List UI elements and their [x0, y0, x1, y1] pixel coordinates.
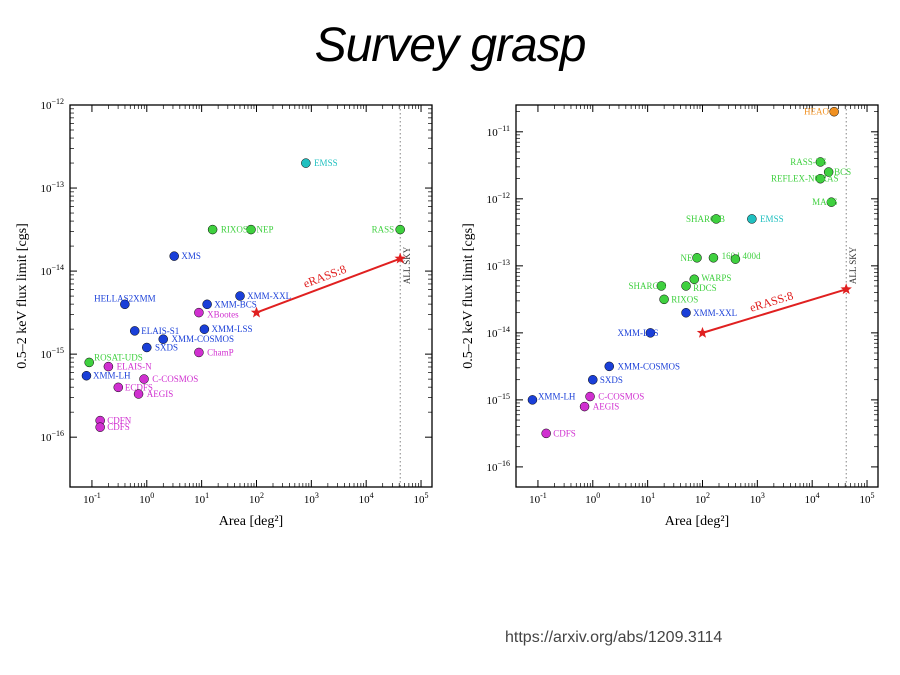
svg-text:RIXOS: RIXOS [671, 294, 698, 304]
svg-text:Area [deg²]: Area [deg²] [665, 514, 729, 529]
svg-text:WARPS: WARPS [701, 273, 731, 283]
svg-text:XMM-LSS: XMM-LSS [617, 328, 658, 338]
svg-text:102: 102 [695, 491, 710, 506]
svg-text:Area [deg²]: Area [deg²] [219, 514, 283, 529]
svg-text:104: 104 [359, 491, 374, 506]
svg-text:XMS: XMS [181, 251, 201, 261]
svg-text:CDFS: CDFS [553, 428, 576, 438]
svg-text:104: 104 [805, 491, 820, 506]
svg-text:REFLEX-NORAS: REFLEX-NORAS [771, 174, 839, 184]
svg-text:101: 101 [640, 491, 655, 506]
svg-text:RIXOS: RIXOS [221, 225, 248, 235]
svg-text:EMSS: EMSS [760, 214, 784, 224]
svg-text:ALL SKY: ALL SKY [402, 246, 412, 284]
svg-text:10−14: 10−14 [486, 325, 510, 340]
svg-text:10-1: 10-1 [529, 491, 547, 506]
svg-text:C-COSMOS: C-COSMOS [152, 374, 198, 384]
svg-text:10−14: 10−14 [40, 263, 64, 278]
left-panel: 10-1 100 101 102 103 104 105 10−16 10−15 10−14 10−… [8, 95, 442, 533]
svg-text:XMM-COSMOS: XMM-COSMOS [617, 361, 680, 371]
svg-text:10−15: 10−15 [40, 346, 64, 361]
svg-text:HELLAS2XMM: HELLAS2XMM [94, 293, 156, 303]
svg-text:RASS: RASS [372, 225, 395, 235]
svg-text:10-1: 10-1 [83, 491, 101, 506]
svg-text:RASS-BS: RASS-BS [790, 157, 827, 167]
svg-text:ChamP: ChamP [207, 347, 234, 357]
svg-text:10−12: 10−12 [40, 97, 64, 112]
svg-text:NEP: NEP [256, 225, 273, 235]
left-chart: 10-1 100 101 102 103 104 105 10−16 10−15 10−14 10−… [8, 95, 442, 533]
page-title: Survey grasp [0, 18, 900, 73]
svg-text:100: 100 [585, 491, 600, 506]
svg-text:EMSS: EMSS [314, 158, 338, 168]
svg-text:HEAO-1: HEAO-1 [804, 107, 837, 117]
svg-text:XMM-BCS: XMM-BCS [214, 299, 257, 309]
svg-text:10−16: 10−16 [40, 429, 64, 444]
right-panel: 10-1 100 101 102 103 104 105 10−16 10−15 10−14 10−… [454, 95, 888, 533]
right-chart: 10-1 100 101 102 103 104 105 10−16 10−15 10−14 10−… [454, 95, 888, 533]
svg-text:XBootes: XBootes [207, 309, 239, 319]
svg-text:eRASS:8: eRASS:8 [748, 288, 795, 314]
svg-text:10−12: 10−12 [486, 191, 510, 206]
svg-text:400d: 400d [743, 251, 762, 261]
svg-text:ALL SKY: ALL SKY [848, 246, 858, 284]
svg-text:CDFS: CDFS [107, 422, 130, 432]
svg-text:SXDS: SXDS [600, 375, 623, 385]
svg-text:101: 101 [194, 491, 209, 506]
citation: https://arxiv.org/abs/1209.3114 [505, 629, 722, 647]
svg-text:10−11: 10−11 [487, 124, 510, 139]
svg-text:XMM-COSMOS: XMM-COSMOS [171, 334, 234, 344]
svg-text:XMM-LH: XMM-LH [538, 392, 576, 402]
panels: 10-1 100 101 102 103 104 105 10−16 10−15 10−14 10−… [8, 95, 888, 533]
svg-text:10−13: 10−13 [486, 258, 510, 273]
svg-text:SHARC-B: SHARC-B [686, 214, 725, 224]
svg-text:XMM-LH: XMM-LH [93, 371, 131, 381]
svg-text:105: 105 [414, 491, 429, 506]
svg-text:103: 103 [304, 491, 319, 506]
svg-text:RDCS: RDCS [693, 283, 717, 293]
svg-text:SXDS: SXDS [155, 342, 178, 352]
svg-text:XMM-XXL: XMM-XXL [693, 308, 737, 318]
svg-text:AEGIS: AEGIS [147, 389, 174, 399]
svg-text:SHARC-S: SHARC-S [628, 281, 666, 291]
svg-text:AEGIS: AEGIS [593, 402, 620, 412]
svg-text:XMM-LSS: XMM-LSS [212, 324, 253, 334]
svg-text:C-COSMOS: C-COSMOS [598, 392, 644, 402]
svg-text:10−13: 10−13 [40, 180, 64, 195]
svg-text:102: 102 [249, 491, 264, 506]
svg-text:10−16: 10−16 [486, 459, 510, 474]
svg-text:100: 100 [139, 491, 154, 506]
svg-text:105: 105 [860, 491, 875, 506]
svg-text:0.5–2 keV flux limit [cgs]: 0.5–2 keV flux limit [cgs] [461, 223, 476, 369]
svg-text:103: 103 [750, 491, 765, 506]
svg-text:10−15: 10−15 [486, 392, 510, 407]
svg-text:NEP: NEP [681, 253, 698, 263]
svg-text:0.5–2 keV flux limit [cgs]: 0.5–2 keV flux limit [cgs] [15, 223, 30, 369]
svg-text:MACS: MACS [812, 197, 838, 207]
